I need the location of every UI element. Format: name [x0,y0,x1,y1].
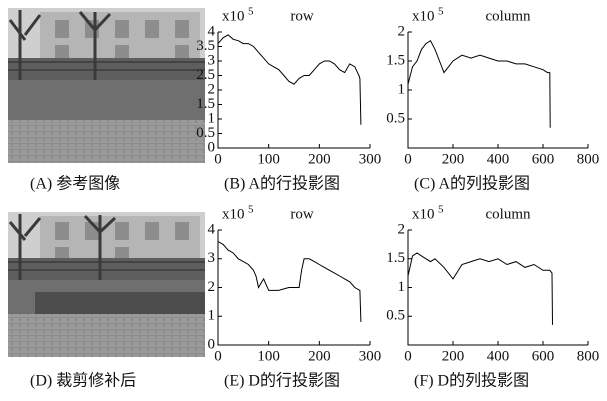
x-tick-label: 100 [257,151,280,167]
x-tick-label: 400 [487,348,510,364]
caption: (B) A的行投影图 [224,175,340,193]
x-tick-label: 300 [359,151,382,167]
scale-exponent: 5 [438,6,444,18]
y-tick-label: 0.5 [196,125,215,141]
y-tick-label: 0 [208,336,216,352]
y-tick-label: 1 [398,81,406,97]
y-tick-label: 1 [208,110,216,126]
x-tick-label: 800 [577,151,600,167]
photo-d [8,212,205,357]
x-tick-label: 300 [359,348,382,364]
y-tick-label: 2.5 [196,67,215,83]
data-line [217,34,362,125]
x-tick-label: 0 [404,348,412,364]
scale-label: x10 [222,206,245,222]
x-tick-label: 0 [214,151,222,167]
y-tick-label: 4 [208,221,216,237]
caption: (F) D的列投影图 [414,372,529,390]
x-tick-label: 200 [308,151,331,167]
photo-a [8,8,205,163]
data-line [407,252,553,325]
scale-exponent: 5 [438,204,444,216]
axes [217,32,370,149]
y-tick-label: 0.5 [386,110,405,126]
x-tick-label: 0 [404,151,412,167]
y-tick-label: 1.5 [386,52,405,68]
caption: (E) D的行投影图 [224,372,340,390]
x-tick-label: 200 [308,348,331,364]
x-tick-label: 0 [214,348,222,364]
caption: (D) 裁剪修补后 [30,372,136,390]
y-tick-label: 4 [208,23,216,39]
scale-exponent: 5 [248,204,254,216]
y-tick-label: 1.5 [196,96,215,112]
caption: (C) A的列投影图 [414,175,530,193]
y-tick-label: 2 [398,23,406,39]
chart-title: row [290,8,313,24]
axes [407,230,588,346]
y-tick-label: 0.5 [386,308,405,324]
data-line [217,241,362,323]
y-tick-label: 3 [208,250,216,266]
scale-label: x10 [412,8,435,24]
scale-label: x10 [412,206,435,222]
y-tick-label: 2 [398,221,406,237]
x-tick-label: 400 [487,151,510,167]
x-tick-label: 600 [532,151,555,167]
y-tick-label: 1 [398,279,406,295]
chart-title: column [486,206,531,222]
y-tick-label: 1.5 [386,250,405,266]
y-tick-label: 0 [208,139,216,155]
y-tick-label: 2 [208,279,216,295]
y-tick-label: 3 [208,52,216,68]
x-tick-label: 800 [577,348,600,364]
x-tick-label: 200 [442,151,465,167]
chart-title: row [290,206,313,222]
y-tick-label: 3.5 [196,38,215,54]
data-line [407,39,551,128]
x-tick-label: 200 [442,348,465,364]
scale-exponent: 5 [248,6,254,18]
y-tick-label: 1 [208,308,216,324]
x-tick-label: 100 [257,348,280,364]
x-tick-label: 600 [532,348,555,364]
y-tick-label: 2 [208,81,216,97]
chart-title: column [486,8,531,24]
scale-label: x10 [222,8,245,24]
caption: (A) 参考图像 [30,175,120,193]
